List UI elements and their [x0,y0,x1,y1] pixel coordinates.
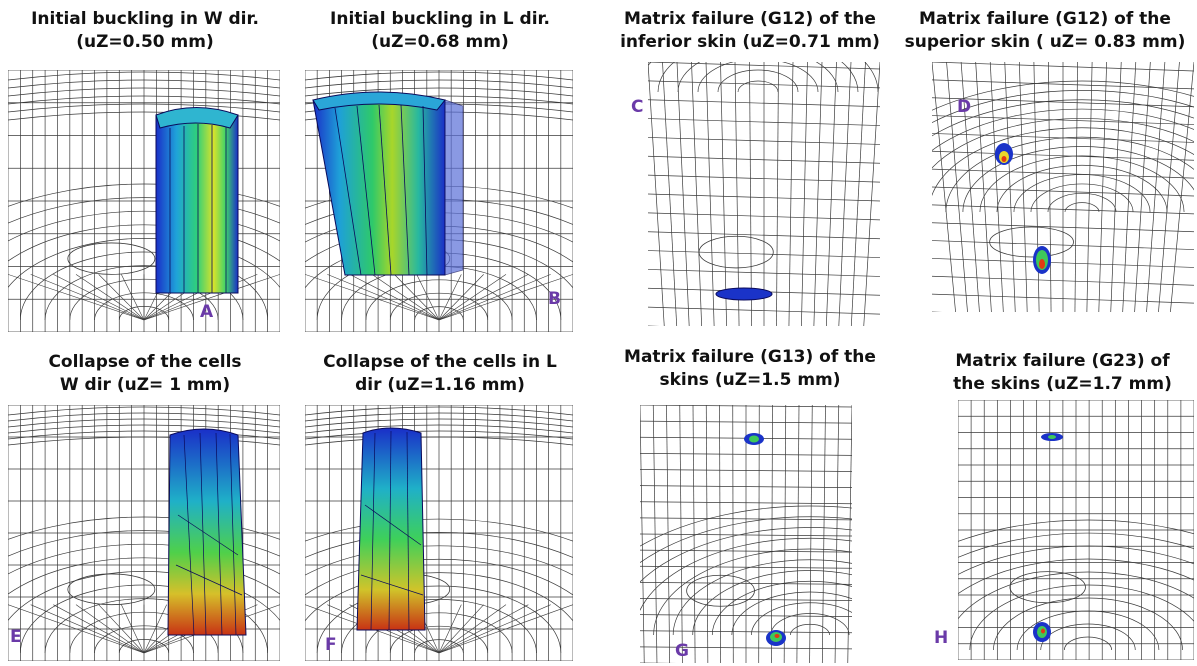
panel-g-title-line1: Matrix failure (G13) of the [624,347,876,367]
wireframe-mesh [932,62,1194,312]
panel-e-title: Collapse of the cells W dir (uZ= 1 mm) [10,351,280,397]
panel-f-title-line1: Collapse of the cells in L [323,352,557,372]
panel-a-letter: A [200,302,214,322]
panel-b-title-line2: (uZ=0.68 mm) [371,32,509,52]
panel-d-title-line2: superior skin ( uZ= 0.83 mm) [904,32,1186,52]
panel-g-title-line2: skins (uZ=1.5 mm) [659,370,841,390]
wireframe-mesh [648,62,880,326]
panel-h-mesh-view [958,400,1194,660]
panel-h-title-line1: Matrix failure (G23) of [955,351,1170,371]
panel-d-mesh-view [932,62,1194,312]
panel-c-title: Matrix failure (G12) of the inferior ski… [600,8,900,54]
panel-f-letter: F [325,635,337,655]
panel-b-letter: B [548,289,561,309]
cell-top-face [312,91,446,111]
panel-f-title-line2: dir (uZ=1.16 mm) [355,375,525,395]
failure-zone-contour [744,433,786,646]
panel-h-title-line2: the skins (uZ=1.7 mm) [953,374,1172,394]
panel-e-title-line2: W dir (uZ= 1 mm) [59,375,231,395]
wireframe-mesh [958,400,1194,660]
panel-e-letter: E [10,627,22,647]
panel-g-mesh-view [640,405,852,663]
panel-b-mesh-view [305,70,573,332]
panel-h-letter: H [934,628,949,648]
panel-e-title-line1: Collapse of the cells [48,352,242,372]
panel-g-letter: G [675,641,689,661]
wireframe-mesh [305,405,573,661]
panel-f-title: Collapse of the cells in L dir (uZ=1.16 … [305,351,575,397]
panel-h-title: Matrix failure (G23) of the skins (uZ=1.… [930,350,1195,396]
failure-zone-contour [995,143,1051,274]
panel-c-letter: C [631,97,644,117]
panel-c-mesh-view [648,62,880,326]
failure-zone-contour [715,287,773,301]
panel-e-mesh-view [8,405,280,661]
panel-a-title-line2: (uZ=0.50 mm) [76,32,214,52]
panel-f-mesh-view [305,405,573,661]
panel-d-title-line1: Matrix failure (G12) of the [919,9,1171,29]
panel-g-title: Matrix failure (G13) of the skins (uZ=1.… [600,346,900,392]
failure-zone-contour [1033,433,1063,642]
panel-a-title: Initial buckling in W dir. (uZ=0.50 mm) [10,8,280,54]
panel-c-title-line1: Matrix failure (G12) of the [624,9,876,29]
panel-a-mesh-view [8,70,280,332]
wireframe-mesh [8,70,280,332]
panel-a-title-line1: Initial buckling in W dir. [31,9,259,29]
collapsed-cell-contour [167,428,247,636]
wireframe-mesh [640,405,852,663]
cell-top-face [155,107,239,129]
panel-b-title-line1: Initial buckling in L dir. [330,9,550,29]
panel-d-title: Matrix failure (G12) of the superior ski… [895,8,1195,54]
panel-b-title: Initial buckling in L dir. (uZ=0.68 mm) [305,8,575,54]
panel-d-letter: D [957,97,972,117]
panel-c-title-line2: inferior skin (uZ=0.71 mm) [620,32,880,52]
